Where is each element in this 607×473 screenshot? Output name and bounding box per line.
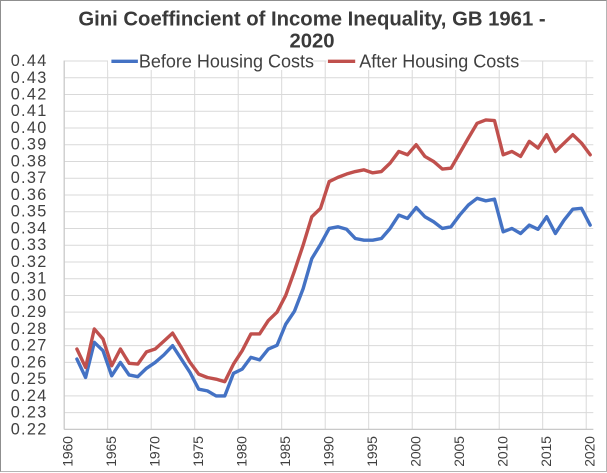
svg-text:0.41: 0.41 [11, 102, 48, 120]
svg-text:0.31: 0.31 [11, 270, 48, 288]
svg-text:2010: 2010 [494, 436, 510, 467]
svg-text:0.37: 0.37 [11, 169, 48, 187]
svg-text:0.28: 0.28 [11, 320, 48, 338]
svg-text:1995: 1995 [364, 436, 380, 467]
svg-text:1985: 1985 [277, 436, 293, 467]
svg-text:0.38: 0.38 [11, 152, 48, 170]
svg-text:0.30: 0.30 [11, 286, 48, 304]
svg-text:2020: 2020 [581, 436, 597, 467]
svg-text:2015: 2015 [538, 436, 554, 467]
svg-text:0.44: 0.44 [11, 52, 48, 70]
svg-text:0.22: 0.22 [11, 420, 48, 438]
svg-text:0.42: 0.42 [11, 85, 48, 103]
svg-text:0.33: 0.33 [11, 236, 48, 254]
svg-text:0.29: 0.29 [11, 303, 48, 321]
svg-text:Gini Coeffincient of Income In: Gini Coeffincient of Income Inequality, … [78, 9, 545, 31]
svg-text:0.34: 0.34 [11, 219, 48, 237]
svg-text:1970: 1970 [146, 436, 162, 467]
svg-text:1975: 1975 [190, 436, 206, 467]
svg-text:After Housing Costs: After Housing Costs [359, 51, 519, 71]
svg-text:0.43: 0.43 [11, 69, 48, 87]
svg-text:1960: 1960 [59, 436, 75, 467]
svg-text:Before Housing Costs: Before Housing Costs [139, 51, 314, 71]
svg-text:2020: 2020 [289, 31, 334, 53]
svg-text:0.27: 0.27 [11, 337, 48, 355]
svg-text:0.26: 0.26 [11, 353, 48, 371]
svg-text:0.36: 0.36 [11, 186, 48, 204]
svg-text:2005: 2005 [451, 436, 467, 467]
svg-text:0.32: 0.32 [11, 253, 48, 271]
svg-text:0.24: 0.24 [11, 387, 48, 405]
svg-text:0.25: 0.25 [11, 370, 48, 388]
svg-text:0.40: 0.40 [11, 119, 48, 137]
svg-text:2000: 2000 [407, 436, 423, 467]
svg-text:1965: 1965 [103, 436, 119, 467]
svg-text:0.23: 0.23 [11, 404, 48, 422]
svg-text:0.35: 0.35 [11, 203, 48, 221]
svg-text:1990: 1990 [320, 436, 336, 467]
svg-text:0.39: 0.39 [11, 136, 48, 154]
svg-text:1980: 1980 [233, 436, 249, 467]
